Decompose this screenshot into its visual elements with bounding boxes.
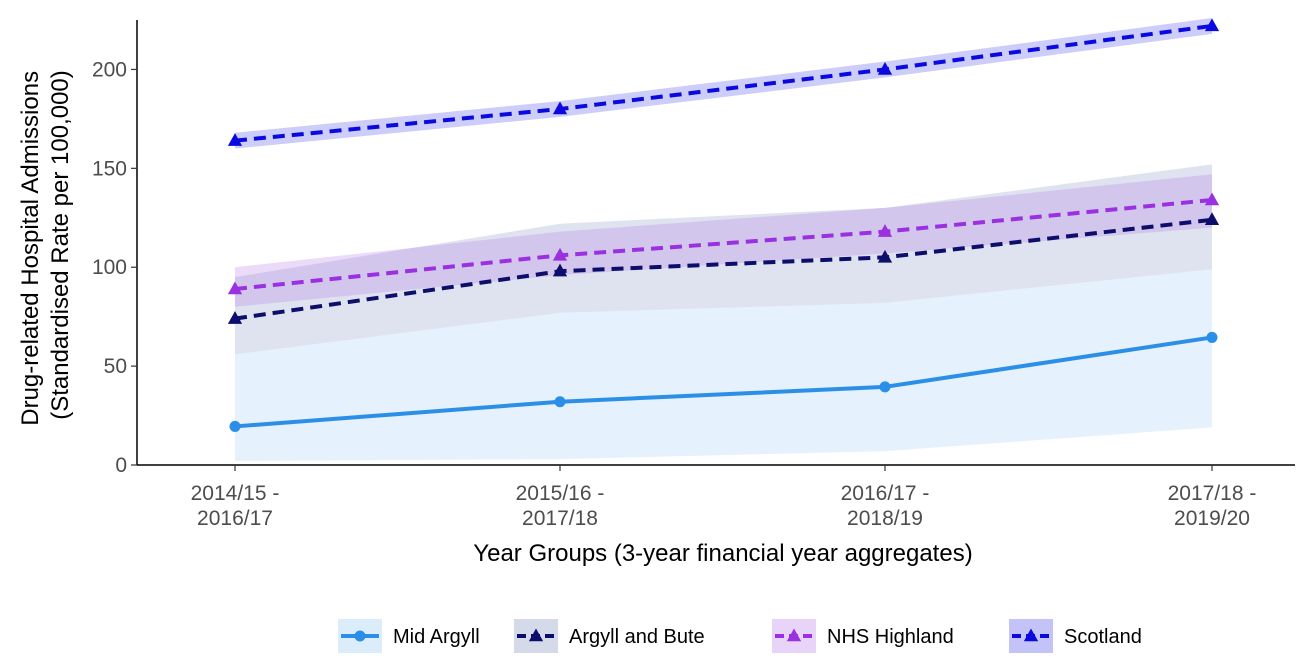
y-tick-label: 50 — [104, 355, 127, 378]
legend: Mid Argyll Argyll and Bute NHS Highland Sco… — [338, 619, 1142, 653]
x-tick-label-line: 2019/20 — [1174, 507, 1250, 530]
point-nhs-highland — [877, 224, 893, 237]
y-axis-title-line-2: (Standardised Rate per 100,000) — [47, 70, 74, 420]
y-tick-label: 100 — [92, 256, 127, 279]
point-scotland — [877, 61, 893, 75]
point-nhs-highland — [227, 281, 243, 295]
x-tick-label: 2016/17 -2018/19 — [841, 482, 930, 530]
legend-item-scotland: Scotland — [1009, 619, 1142, 653]
y-tick-label: 0 — [115, 454, 127, 477]
band-nhs-highland — [235, 174, 1212, 307]
x-tick-label: 2014/15 -2016/17 — [191, 482, 280, 530]
y-tick-label: 200 — [92, 58, 127, 81]
line-argyll-and-bute — [234, 217, 1213, 321]
legend-label: Argyll and Bute — [569, 626, 705, 648]
band-scotland — [235, 18, 1212, 149]
legend-key-marker — [1023, 628, 1039, 642]
x-tick-label-line: 2017/18 — [522, 507, 598, 530]
point-nhs-highland — [552, 247, 568, 261]
x-tick-label-line: 2016/17 - — [841, 482, 930, 505]
point-argyll-and-bute — [227, 311, 243, 324]
series-lines — [234, 23, 1213, 429]
confidence-bands — [235, 18, 1212, 462]
legend-key-marker — [354, 630, 366, 642]
y-tick-label: 150 — [92, 157, 127, 180]
point-mid-argyll — [1206, 331, 1218, 343]
line-mid-argyll — [234, 335, 1213, 429]
point-scotland — [1204, 18, 1220, 32]
y-tick-labels: 0 50 100 150 200 — [92, 58, 137, 477]
line-nhs-highland — [234, 197, 1213, 291]
x-tick-labels: 2014/15 -2016/17 2015/16 -2017/18 2016/17 … — [191, 465, 1257, 530]
x-tick-label-line: 2018/19 — [847, 507, 923, 530]
point-argyll-and-bute — [877, 249, 893, 263]
point-argyll-and-bute — [552, 263, 568, 277]
point-mid-argyll — [879, 381, 891, 393]
legend-label: NHS Highland — [827, 626, 954, 648]
legend-key-marker — [528, 628, 544, 642]
band-mid-argyll — [235, 269, 1212, 462]
series-markers — [227, 18, 1220, 432]
y-axis-title-line-1: Drug-related Hospital Admissions — [17, 71, 44, 426]
axes — [136, 20, 1295, 466]
point-nhs-highland — [1204, 192, 1220, 206]
x-tick-label: 2015/16 -2017/18 — [516, 482, 605, 530]
legend-item-nhs-highland: NHS Highland — [772, 619, 954, 653]
band-argyll-and-bute — [235, 164, 1212, 355]
legend-label: Mid Argyll — [393, 626, 480, 648]
x-tick-label: 2017/18 -2019/20 — [1168, 482, 1257, 530]
legend-item-mid-argyll: Mid Argyll — [338, 619, 480, 653]
legend-key-marker — [786, 628, 802, 642]
legend-item-argyll-and-bute: Argyll and Bute — [514, 619, 705, 653]
point-scotland — [552, 101, 568, 115]
legend-label: Scotland — [1064, 626, 1142, 648]
point-mid-argyll — [229, 420, 241, 432]
x-tick-label-line: 2014/15 - — [191, 482, 280, 505]
x-tick-label-line: 2017/18 - — [1168, 482, 1257, 505]
point-scotland — [227, 133, 243, 146]
y-axis-title: Drug-related Hospital Admissions (Standa… — [17, 64, 74, 426]
x-axis-title: Year Groups (3-year financial year aggre… — [473, 540, 972, 567]
point-mid-argyll — [554, 396, 566, 408]
x-tick-label-line: 2016/17 — [197, 507, 273, 530]
x-tick-label-line: 2015/16 - — [516, 482, 605, 505]
line-scotland — [234, 23, 1213, 143]
point-argyll-and-bute — [1204, 212, 1220, 226]
